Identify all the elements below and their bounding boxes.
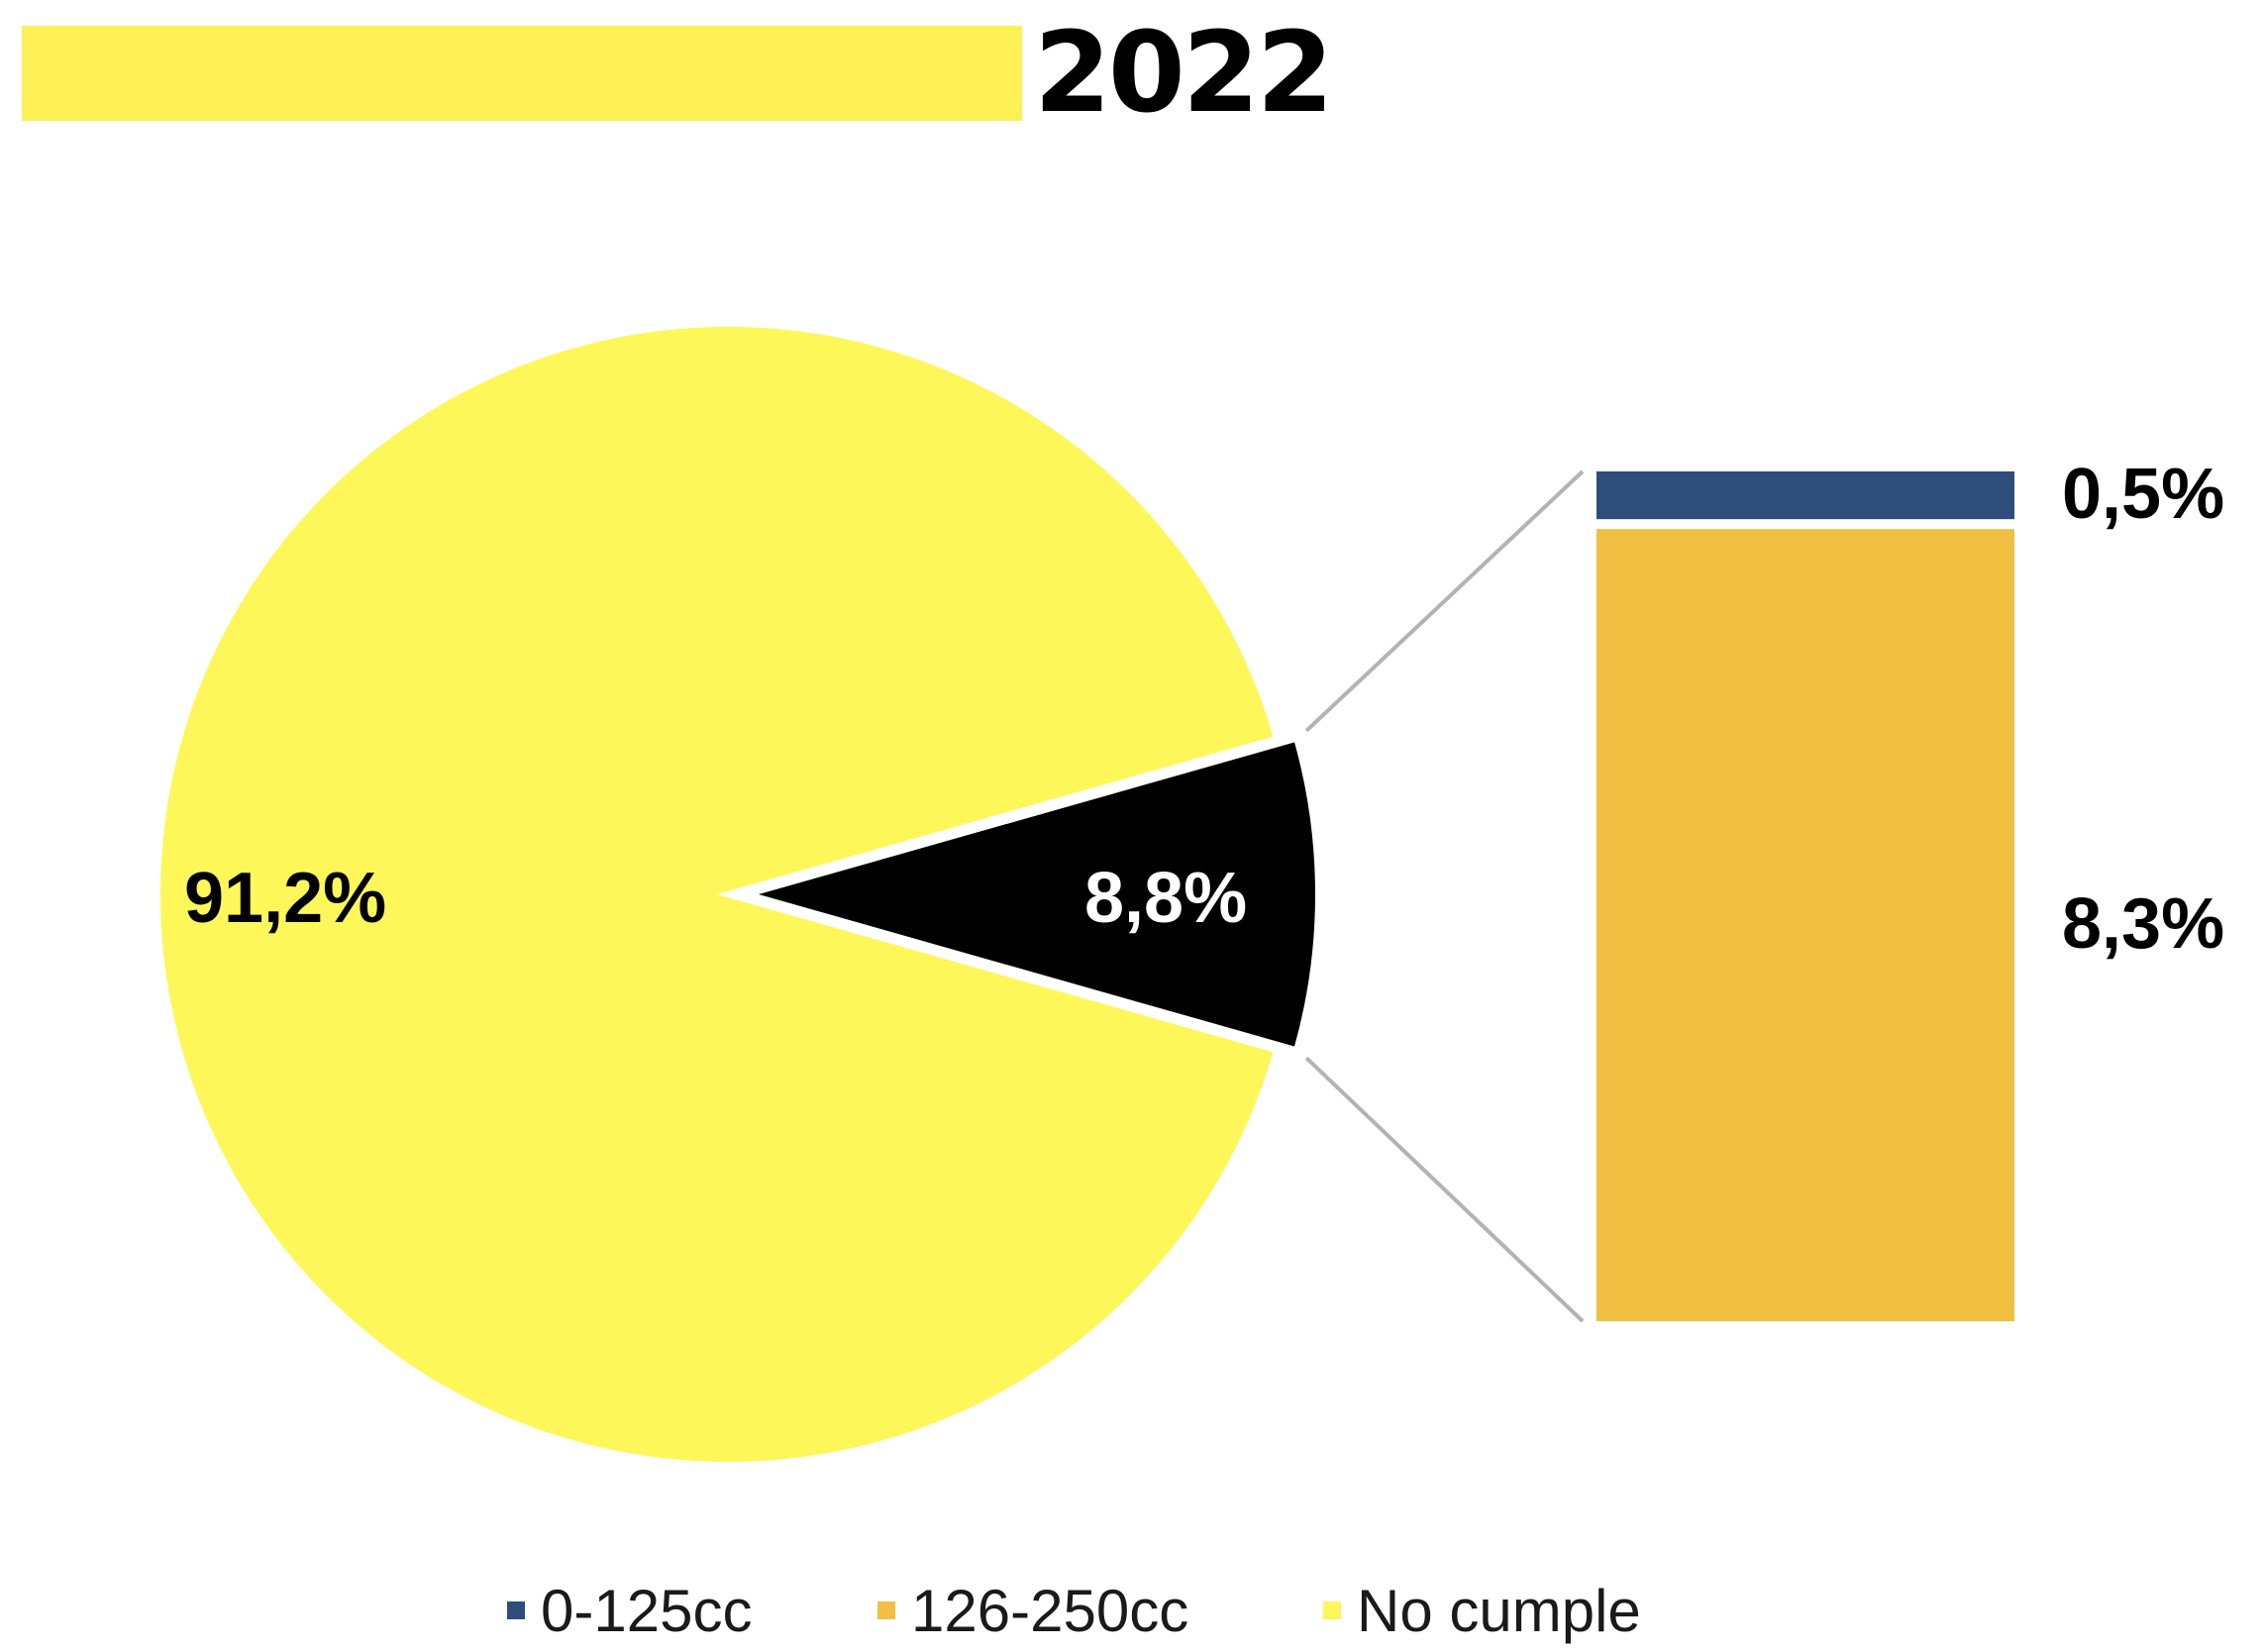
pie-label-no-cumple: 91,2% <box>184 859 386 938</box>
bar-label-126-250cc: 8,3% <box>2062 884 2224 964</box>
legend: 0-125cc 126-250cc No cumple <box>0 1571 2264 1650</box>
legend-swatch-126-250cc <box>877 1601 895 1619</box>
connector-line-top <box>1304 469 1585 733</box>
legend-label-0-125cc: 0-125cc <box>541 1577 753 1644</box>
bar-segment-0-125cc <box>1596 471 2014 520</box>
legend-label-no-cumple: No cumple <box>1357 1577 1641 1644</box>
pie-slice-highlight <box>737 735 1322 1054</box>
legend-item-no-cumple: No cumple <box>1323 1571 1641 1650</box>
legend-swatch-no-cumple <box>1323 1601 1341 1619</box>
pie-slice-no-cumple <box>154 321 1281 1468</box>
legend-item-0-125cc: 0-125cc <box>507 1571 752 1650</box>
pie-label-highlight: 8,8% <box>1084 859 1247 938</box>
legend-item-126-250cc: 126-250cc <box>877 1571 1188 1650</box>
legend-swatch-0-125cc <box>507 1601 525 1619</box>
bar-label-0-125cc: 0,5% <box>2062 455 2224 534</box>
legend-label-126-250cc: 126-250cc <box>911 1577 1189 1644</box>
chart-title: 2022 <box>1034 9 1334 138</box>
connector-line-bottom <box>1304 1056 1585 1323</box>
title-accent-bar <box>22 26 1022 121</box>
bar-segment-126-250cc <box>1596 529 2014 1321</box>
